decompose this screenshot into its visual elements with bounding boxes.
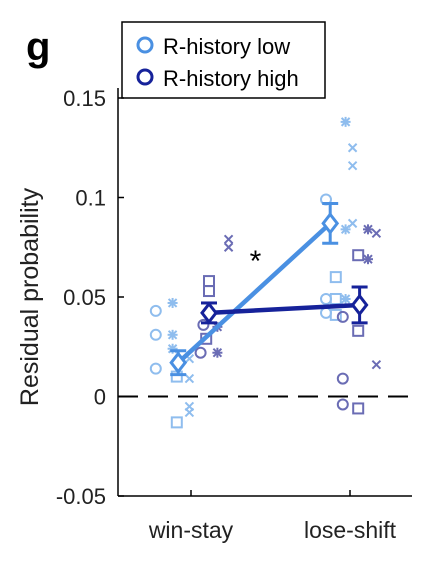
data-point-circle <box>197 318 210 331</box>
data-point-asterisk <box>340 293 351 304</box>
legend: R-history low R-history high <box>121 21 326 99</box>
y-tick-label: 0.1 <box>75 186 106 211</box>
data-point-square <box>352 402 365 415</box>
data-point-circle <box>336 372 349 385</box>
data-point-square <box>329 292 342 305</box>
data-point-circle <box>149 304 162 317</box>
data-point-circle <box>336 310 349 323</box>
data-point-circle <box>194 346 207 359</box>
data-point-cross <box>223 234 234 244</box>
x-tick-label: lose-shift <box>304 517 397 543</box>
mean-line <box>208 302 360 316</box>
data-point-cross <box>371 359 382 370</box>
data-point-cross <box>347 218 358 229</box>
marker-stroke <box>371 228 382 239</box>
data-point-square <box>329 308 342 321</box>
x-tick-label: win-stay <box>148 517 234 543</box>
marker-stroke <box>184 353 195 364</box>
data-point-cross <box>347 160 358 171</box>
marker-stroke <box>347 143 358 153</box>
marker-stroke <box>184 407 195 418</box>
data-point-circle <box>149 328 162 341</box>
significance-annotation: * <box>250 245 262 278</box>
data-point-square <box>352 249 365 262</box>
data-point-square <box>170 416 183 429</box>
mean-marker <box>321 211 340 235</box>
marker-stroke <box>223 242 234 252</box>
data-point-cross <box>347 143 358 153</box>
data-point-asterisk <box>340 116 351 127</box>
data-point-square <box>329 271 342 284</box>
data-point-asterisk <box>363 224 373 235</box>
data-point-square <box>352 324 365 337</box>
data-point-asterisk <box>167 297 178 308</box>
data-point-circle <box>320 306 332 319</box>
mean-marker <box>200 301 218 325</box>
data-point-asterisk <box>167 343 178 354</box>
data-point-square <box>203 275 215 288</box>
y-tick-label: 0.15 <box>63 86 106 111</box>
axes: -0.05 0 0.05 0.1 0.15 win-stay lose-shift <box>56 86 412 543</box>
legend-marker-low <box>136 36 154 54</box>
data-point-asterisk <box>167 329 178 340</box>
chart-marks <box>149 116 382 429</box>
y-tick-label: 0.05 <box>63 285 106 310</box>
data-point-square <box>203 285 215 298</box>
data-point-cross <box>184 373 195 384</box>
data-point-circle <box>320 292 332 305</box>
data-point-cross <box>371 228 382 239</box>
legend-label-high: R-history high <box>163 66 299 91</box>
data-point-asterisk <box>363 254 373 265</box>
marker-stroke <box>347 218 358 229</box>
y-tick-label: -0.05 <box>56 484 106 509</box>
legend-label-low: R-history low <box>163 34 290 59</box>
mean-line <box>176 221 332 365</box>
marker-stroke <box>347 160 358 171</box>
y-axis-label: Residual probability <box>16 187 44 406</box>
legend-box <box>121 21 326 99</box>
legend-marker-high <box>136 68 154 86</box>
marker-stroke <box>223 234 234 244</box>
y-tick-label: 0 <box>94 385 106 410</box>
data-point-asterisk <box>212 347 223 358</box>
data-point-circle <box>149 362 162 375</box>
data-point-cross <box>223 242 234 252</box>
panel-label: g <box>26 25 50 69</box>
marker-stroke <box>184 373 195 384</box>
data-point-cross <box>184 407 195 418</box>
data-point-circle <box>336 398 349 411</box>
marker-stroke <box>371 359 382 370</box>
mean-marker <box>169 351 188 375</box>
mean-marker <box>350 293 369 317</box>
